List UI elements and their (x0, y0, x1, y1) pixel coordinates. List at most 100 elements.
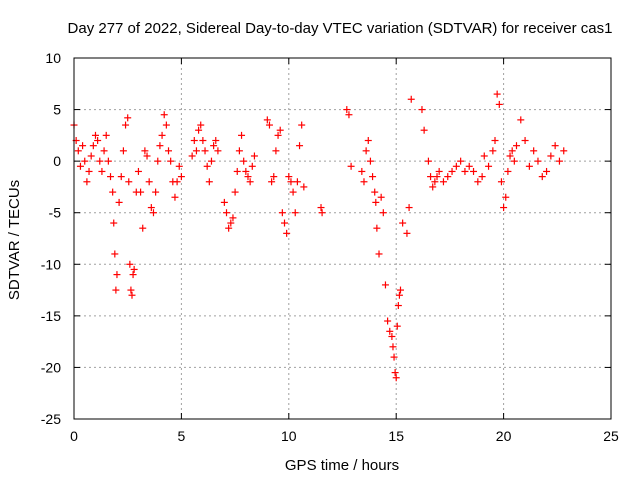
y-tick-label: -5 (49, 205, 62, 221)
data-point (403, 229, 411, 237)
y-tick-labels: -25 -20 -15 -10 -5 0 5 10 (41, 50, 61, 427)
data-point (465, 162, 473, 170)
data-point (364, 137, 372, 145)
data-point (268, 178, 276, 186)
data-point (91, 131, 99, 139)
data-point (525, 162, 533, 170)
data-point (379, 209, 387, 217)
data-point (448, 167, 456, 175)
data-point (396, 286, 404, 294)
data-point (399, 219, 407, 227)
data-point (110, 219, 118, 227)
data-point (227, 219, 235, 227)
data-point (76, 162, 84, 170)
data-point (547, 152, 555, 160)
data-point (233, 167, 241, 175)
data-point (390, 353, 398, 361)
data-point (497, 178, 505, 186)
data-point (171, 193, 179, 201)
plot-frame (73, 57, 612, 420)
data-point (207, 157, 215, 165)
data-point (358, 167, 366, 175)
data-point (318, 209, 326, 217)
data-point (506, 152, 514, 160)
data-point (149, 209, 157, 217)
data-point (265, 121, 273, 129)
data-point (512, 142, 520, 150)
data-point (461, 167, 469, 175)
data-point (366, 157, 374, 165)
data-point (347, 162, 355, 170)
data-point (360, 178, 368, 186)
data-point (210, 142, 218, 150)
data-point (278, 209, 286, 217)
data-point (104, 157, 112, 165)
y-tick-label: 5 (53, 102, 61, 118)
data-point (394, 302, 402, 310)
data-point (100, 147, 108, 155)
x-tick-label: 5 (178, 428, 186, 444)
data-point (427, 173, 435, 181)
data-point (517, 116, 525, 124)
data-point (128, 291, 136, 299)
data-point (111, 250, 119, 258)
data-point (386, 327, 394, 335)
data-point (551, 142, 559, 150)
y-tick-label: -25 (41, 411, 61, 427)
data-point (287, 178, 295, 186)
data-point (238, 131, 246, 139)
data-point (345, 111, 353, 119)
data-point (129, 271, 137, 279)
data-point (555, 157, 563, 165)
data-point (203, 162, 211, 170)
data-point (160, 111, 168, 119)
data-point (81, 157, 89, 165)
data-point (139, 224, 147, 232)
data-points (70, 90, 568, 382)
data-point (407, 95, 415, 103)
data-point (246, 178, 254, 186)
data-point (281, 219, 289, 227)
data-point (491, 137, 499, 145)
data-point (293, 178, 301, 186)
data-point (291, 209, 299, 217)
data-point (214, 147, 222, 155)
data-point (96, 157, 104, 165)
data-point (375, 250, 383, 258)
data-point (87, 152, 95, 160)
data-point (373, 224, 381, 232)
data-point (270, 173, 278, 181)
data-point (510, 157, 518, 165)
data-point (493, 90, 501, 98)
data-point (521, 137, 529, 145)
data-point (74, 147, 82, 155)
data-point (452, 162, 460, 170)
data-point (504, 167, 512, 175)
data-point (435, 167, 443, 175)
data-point (263, 116, 271, 124)
data-point (167, 157, 175, 165)
data-point (381, 281, 389, 289)
data-point (117, 173, 125, 181)
data-point (276, 126, 284, 134)
data-point (371, 188, 379, 196)
data-point (240, 157, 248, 165)
data-point (272, 147, 280, 155)
data-point (424, 157, 432, 165)
data-point (343, 106, 351, 114)
data-point (220, 198, 228, 206)
data-point (125, 178, 133, 186)
data-point (500, 204, 508, 212)
data-point (534, 157, 542, 165)
data-point (420, 126, 428, 134)
data-point (530, 147, 538, 155)
data-point (112, 286, 120, 294)
data-point (85, 167, 93, 175)
data-point (205, 178, 213, 186)
data-point (480, 152, 488, 160)
data-point (190, 137, 198, 145)
chart-title: Day 277 of 2022, Sidereal Day-to-day VTE… (68, 20, 613, 37)
data-point (235, 147, 243, 155)
data-point (431, 178, 439, 186)
